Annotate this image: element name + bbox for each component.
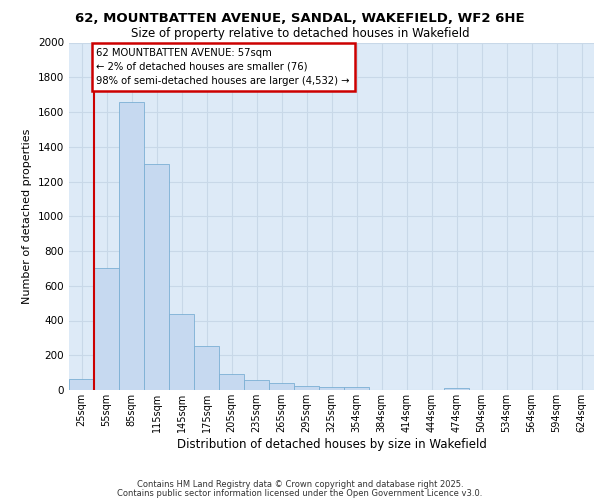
Bar — [169, 314, 194, 390]
Bar — [69, 378, 94, 390]
Bar — [294, 386, 319, 390]
Bar — [94, 268, 119, 390]
Bar — [144, 164, 169, 390]
Bar — [119, 102, 144, 390]
Text: Size of property relative to detached houses in Wakefield: Size of property relative to detached ho… — [131, 28, 469, 40]
Bar — [269, 383, 294, 390]
Bar — [319, 386, 344, 390]
Bar — [444, 388, 469, 390]
Y-axis label: Number of detached properties: Number of detached properties — [22, 128, 32, 304]
X-axis label: Distribution of detached houses by size in Wakefield: Distribution of detached houses by size … — [176, 438, 487, 450]
Bar — [219, 374, 244, 390]
Bar — [194, 346, 219, 390]
Text: Contains HM Land Registry data © Crown copyright and database right 2025.: Contains HM Land Registry data © Crown c… — [137, 480, 463, 489]
Text: 62 MOUNTBATTEN AVENUE: 57sqm
← 2% of detached houses are smaller (76)
98% of sem: 62 MOUNTBATTEN AVENUE: 57sqm ← 2% of det… — [97, 48, 350, 86]
Bar — [244, 380, 269, 390]
Bar — [344, 388, 369, 390]
Text: 62, MOUNTBATTEN AVENUE, SANDAL, WAKEFIELD, WF2 6HE: 62, MOUNTBATTEN AVENUE, SANDAL, WAKEFIEL… — [75, 12, 525, 26]
Text: Contains public sector information licensed under the Open Government Licence v3: Contains public sector information licen… — [118, 489, 482, 498]
